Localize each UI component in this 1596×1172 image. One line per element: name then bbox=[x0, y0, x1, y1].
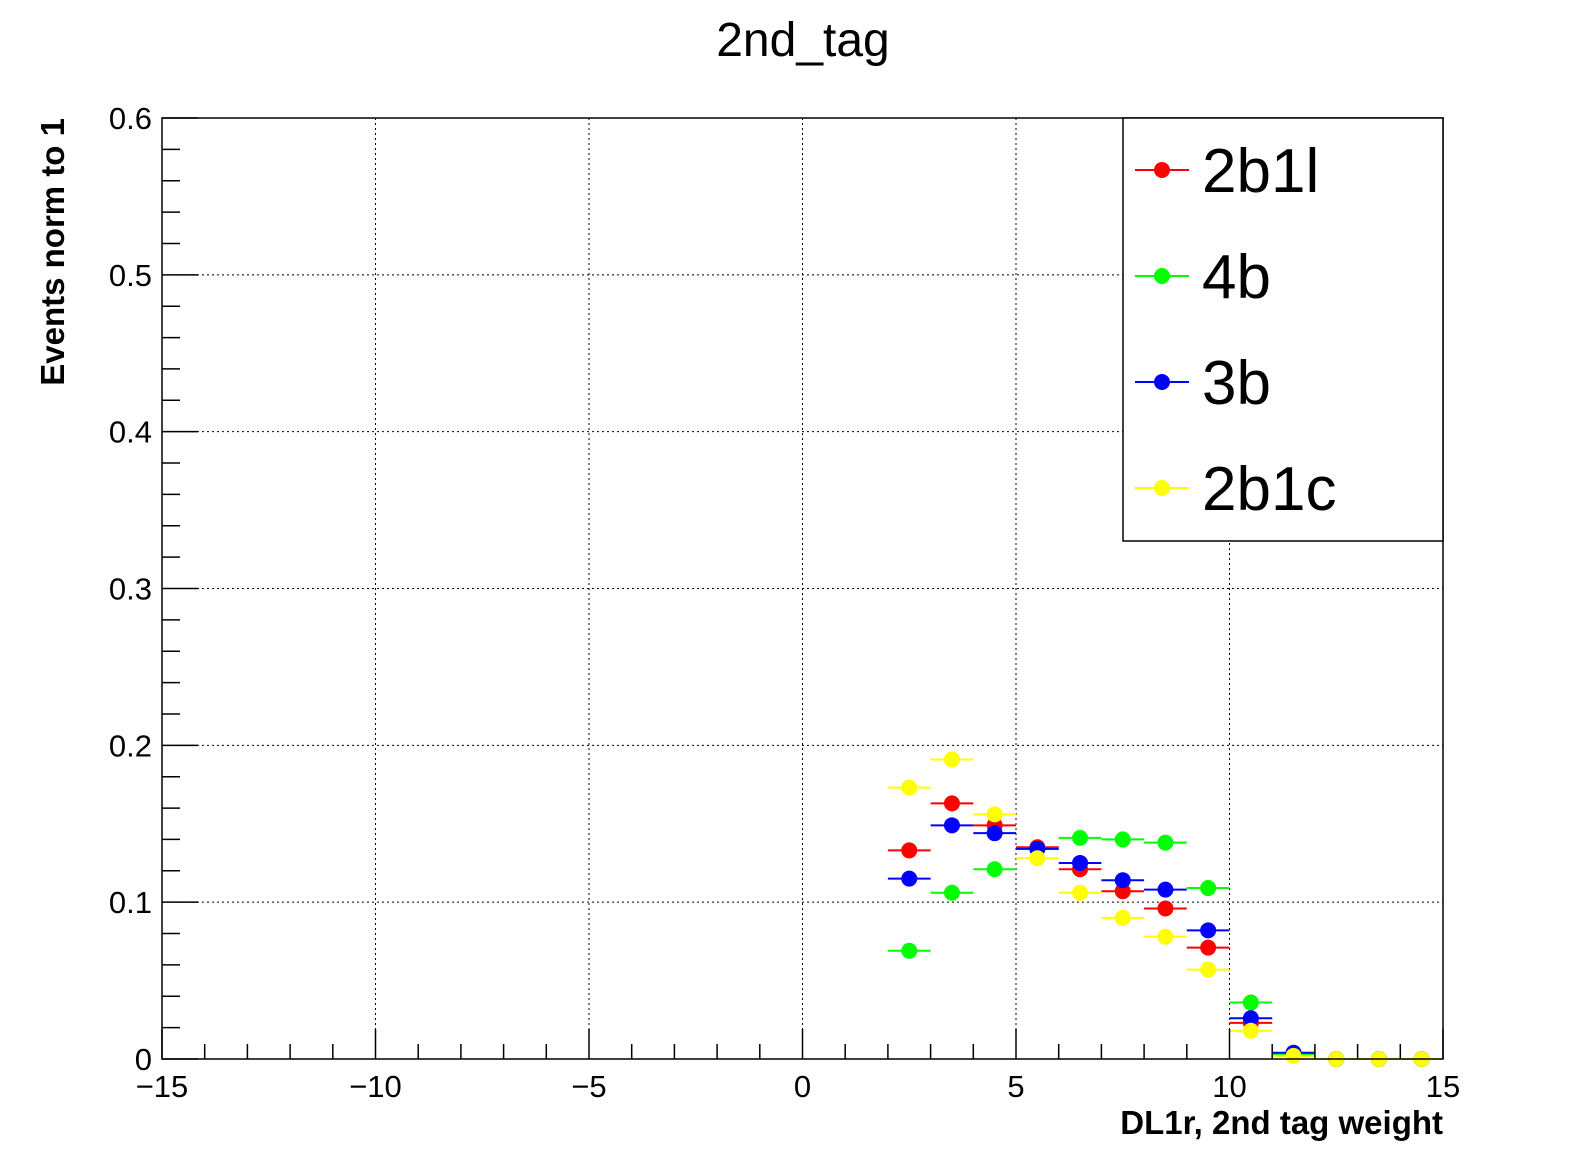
data-point bbox=[901, 842, 918, 859]
grid bbox=[162, 118, 1443, 1059]
data-point bbox=[986, 806, 1003, 823]
legend-label: 2b1c bbox=[1202, 455, 1336, 524]
legend-item: 4b bbox=[1135, 243, 1271, 312]
data-point bbox=[943, 884, 960, 901]
data-point bbox=[1242, 1010, 1259, 1027]
legend: 2b1l 4b 3b 2b1c bbox=[1122, 117, 1444, 542]
data-point bbox=[1157, 900, 1174, 917]
data-point bbox=[1114, 883, 1131, 900]
y-tick-label: 0.3 bbox=[109, 572, 152, 607]
data-point bbox=[1200, 922, 1217, 939]
data-point bbox=[1157, 928, 1174, 945]
legend-label: 2b1l bbox=[1202, 137, 1319, 206]
chart-title: 2nd_tag bbox=[716, 14, 890, 67]
legend-item: 3b bbox=[1135, 349, 1271, 418]
y-tick-label: 0.5 bbox=[109, 258, 152, 293]
data-point bbox=[986, 825, 1003, 842]
data-point bbox=[1200, 961, 1217, 978]
data-point bbox=[1157, 881, 1174, 898]
legend-item: 2b1l bbox=[1135, 137, 1319, 206]
axes: −15 −10 −5 0 5 10 15 0 0.1 0.2 0.3 0.4 0.5 0.6 bbox=[109, 101, 1460, 1104]
data-point bbox=[1242, 1022, 1259, 1039]
data-point bbox=[901, 870, 918, 887]
data-point bbox=[1157, 834, 1174, 851]
y-tick-label: 0.2 bbox=[109, 728, 152, 763]
data-point bbox=[1072, 884, 1089, 901]
plot-area bbox=[887, 751, 1443, 1067]
x-tick-label: −5 bbox=[571, 1069, 606, 1104]
y-tick-label: 0.4 bbox=[109, 415, 152, 450]
legend-marker bbox=[1154, 480, 1170, 496]
data-point bbox=[901, 779, 918, 796]
x-tick-label: 15 bbox=[1426, 1069, 1460, 1104]
legend-label: 4b bbox=[1202, 243, 1271, 312]
x-tick-label: −10 bbox=[349, 1069, 402, 1104]
data-point bbox=[943, 795, 960, 812]
legend-marker bbox=[1154, 374, 1170, 390]
legend-marker bbox=[1154, 268, 1170, 284]
x-tick-label: 0 bbox=[794, 1069, 811, 1104]
data-point bbox=[943, 751, 960, 768]
legend-label: 3b bbox=[1202, 349, 1271, 418]
data-point bbox=[986, 861, 1003, 878]
y-tick-label: 0.1 bbox=[109, 885, 152, 920]
data-point bbox=[943, 817, 960, 834]
data-point bbox=[1200, 880, 1217, 897]
data-point bbox=[1114, 872, 1131, 889]
data-point bbox=[1029, 850, 1046, 867]
data-point bbox=[1285, 1047, 1302, 1064]
x-tick-label: −15 bbox=[136, 1069, 189, 1104]
x-tick-label: 5 bbox=[1007, 1069, 1024, 1104]
data-point bbox=[1072, 854, 1089, 871]
data-point bbox=[901, 942, 918, 959]
y-tick-label: 0 bbox=[135, 1042, 152, 1077]
legend-item: 2b1c bbox=[1135, 455, 1336, 524]
legend-marker bbox=[1154, 162, 1170, 178]
data-point bbox=[1114, 831, 1131, 848]
data-point bbox=[1242, 994, 1259, 1011]
data-point bbox=[1072, 829, 1089, 846]
x-tick-label: 10 bbox=[1212, 1069, 1246, 1104]
data-point bbox=[1114, 909, 1131, 926]
legend-box bbox=[1122, 117, 1444, 542]
y-axis-label: Events norm to 1 bbox=[34, 118, 71, 386]
x-axis-label: DL1r, 2nd tag weight bbox=[1120, 1104, 1443, 1141]
y-tick-label: 0.6 bbox=[109, 101, 152, 136]
data-point bbox=[1200, 939, 1217, 956]
